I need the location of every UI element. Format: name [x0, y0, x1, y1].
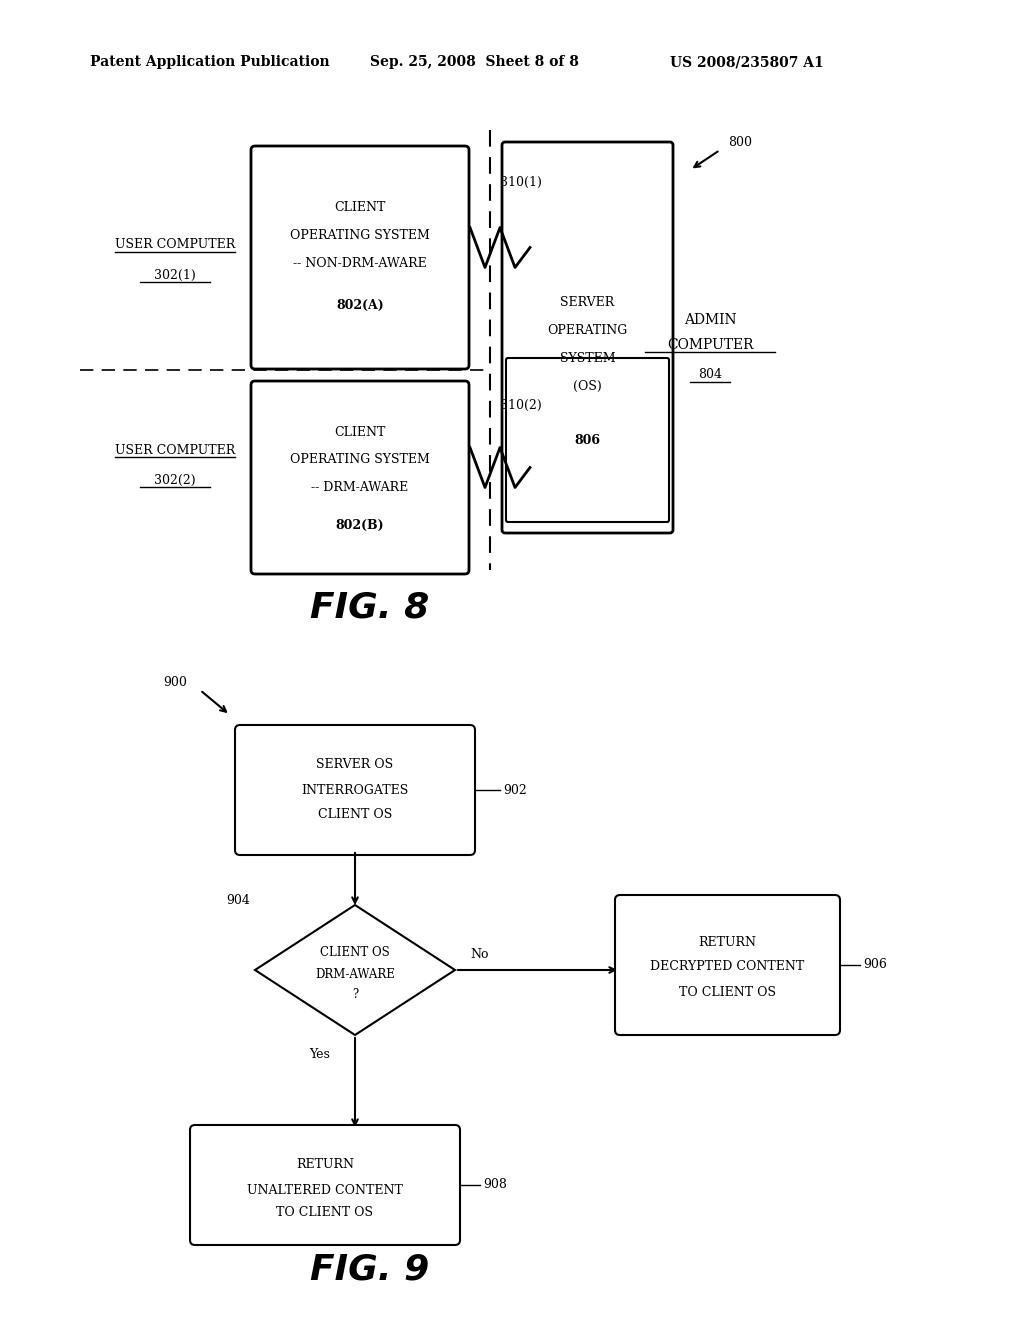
Text: 806: 806 [574, 433, 600, 446]
Text: FIG. 9: FIG. 9 [310, 1253, 430, 1287]
FancyBboxPatch shape [234, 725, 475, 855]
Text: CLIENT: CLIENT [334, 426, 386, 440]
Text: -- NON-DRM-AWARE: -- NON-DRM-AWARE [293, 257, 427, 271]
Text: CLIENT OS: CLIENT OS [317, 808, 392, 821]
FancyBboxPatch shape [502, 143, 673, 533]
Text: ?: ? [352, 989, 358, 1002]
Text: CLIENT OS: CLIENT OS [321, 945, 390, 958]
Text: USER COMPUTER: USER COMPUTER [115, 444, 236, 457]
Text: SERVER: SERVER [560, 296, 614, 309]
Text: RETURN: RETURN [296, 1159, 354, 1172]
Text: Sep. 25, 2008  Sheet 8 of 8: Sep. 25, 2008 Sheet 8 of 8 [370, 55, 579, 69]
Text: OPERATING: OPERATING [548, 323, 628, 337]
FancyBboxPatch shape [190, 1125, 460, 1245]
Text: 906: 906 [863, 958, 887, 972]
Text: Yes: Yes [309, 1048, 331, 1061]
Text: COMPUTER: COMPUTER [667, 338, 754, 352]
FancyBboxPatch shape [251, 147, 469, 370]
Text: SYSTEM: SYSTEM [560, 352, 615, 366]
Text: 802(A): 802(A) [336, 300, 384, 312]
Text: TO CLIENT OS: TO CLIENT OS [679, 986, 776, 998]
Text: INTERROGATES: INTERROGATES [301, 784, 409, 796]
Text: 902: 902 [503, 784, 526, 796]
Text: (OS): (OS) [573, 380, 602, 393]
Polygon shape [255, 906, 455, 1035]
Text: SERVER OS: SERVER OS [316, 759, 393, 771]
Text: 800: 800 [728, 136, 752, 149]
Text: US 2008/235807 A1: US 2008/235807 A1 [670, 55, 823, 69]
Text: 900: 900 [163, 676, 186, 689]
Text: 302(2): 302(2) [155, 474, 196, 487]
Text: DRM-AWARE: DRM-AWARE [315, 969, 395, 982]
Text: Patent Application Publication: Patent Application Publication [90, 55, 330, 69]
Text: CLIENT: CLIENT [334, 201, 386, 214]
FancyBboxPatch shape [506, 358, 669, 521]
Text: 804: 804 [698, 368, 722, 381]
Text: FIG. 8: FIG. 8 [310, 591, 430, 624]
Text: -- DRM-AWARE: -- DRM-AWARE [311, 480, 409, 494]
Text: OPERATING SYSTEM: OPERATING SYSTEM [290, 228, 430, 242]
Text: 908: 908 [483, 1179, 507, 1192]
Text: 310(1): 310(1) [500, 176, 542, 189]
Text: OPERATING SYSTEM: OPERATING SYSTEM [290, 453, 430, 466]
Text: RETURN: RETURN [698, 936, 757, 949]
Text: 904: 904 [226, 894, 250, 907]
Text: 310(2): 310(2) [500, 399, 542, 412]
Text: ADMIN: ADMIN [684, 313, 736, 327]
Text: UNALTERED CONTENT: UNALTERED CONTENT [247, 1184, 402, 1196]
Text: 802(B): 802(B) [336, 519, 384, 532]
FancyBboxPatch shape [615, 895, 840, 1035]
Text: USER COMPUTER: USER COMPUTER [115, 239, 236, 252]
Text: No: No [470, 949, 488, 961]
FancyBboxPatch shape [251, 381, 469, 574]
Text: TO CLIENT OS: TO CLIENT OS [276, 1206, 374, 1220]
Text: 302(1): 302(1) [155, 268, 196, 281]
Text: DECRYPTED CONTENT: DECRYPTED CONTENT [650, 961, 805, 974]
